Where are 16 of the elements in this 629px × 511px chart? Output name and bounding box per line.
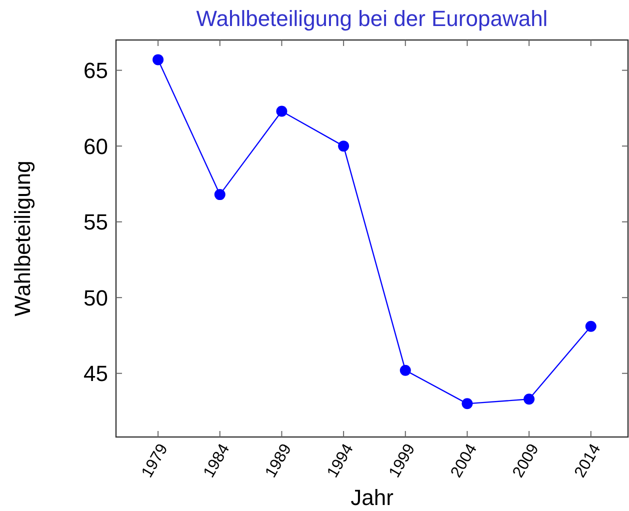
point bbox=[214, 189, 226, 200]
point bbox=[400, 364, 411, 376]
point bbox=[524, 394, 535, 405]
y-tick-label: 55 bbox=[84, 210, 108, 235]
point bbox=[585, 320, 596, 332]
point bbox=[152, 54, 164, 66]
point bbox=[462, 398, 473, 410]
y-tick-label: 60 bbox=[84, 134, 108, 159]
y-tick-label: 45 bbox=[84, 361, 108, 386]
chart-title: Wahlbeteiligung bei der Europawahl bbox=[196, 6, 548, 31]
y-tick-label: 65 bbox=[84, 58, 108, 84]
y-axis-title: Wahlbeteiligung bbox=[10, 160, 35, 316]
y-tick-label: 50 bbox=[84, 285, 108, 310]
x-axis-title: Jahr bbox=[350, 485, 394, 510]
point bbox=[338, 140, 350, 152]
point bbox=[276, 106, 288, 117]
